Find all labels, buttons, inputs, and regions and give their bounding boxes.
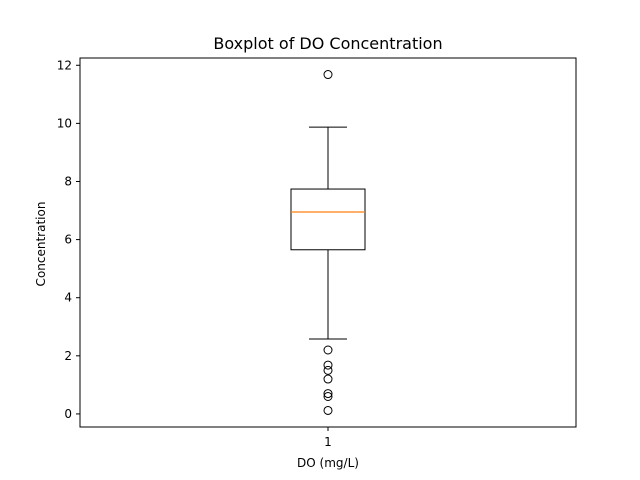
- outlier-point: [323, 360, 333, 370]
- outlier-point: [323, 365, 333, 375]
- y-tick-label: 2: [64, 349, 72, 363]
- plot-frame: [79, 57, 577, 428]
- outlier-point: [323, 374, 333, 384]
- y-tick-label: 10: [57, 116, 72, 130]
- iqr-box: [290, 188, 366, 251]
- outlier-point: [323, 391, 333, 401]
- outlier-point: [323, 345, 333, 355]
- x-tick-label: 1: [324, 435, 332, 449]
- x-axis-label: DO (mg/L): [297, 456, 359, 470]
- outlier-point: [323, 405, 333, 415]
- y-tick-label: 4: [64, 291, 72, 305]
- plot-area: 0 2 4 6 8 10 12 1: [57, 57, 577, 449]
- chart-title: Boxplot of DO Concentration: [213, 34, 442, 53]
- outlier-point: [323, 389, 333, 399]
- y-tick-label: 0: [64, 407, 72, 421]
- y-axis-label: Concentration: [34, 202, 48, 287]
- y-tick-label: 12: [57, 58, 72, 72]
- y-tick-label: 6: [64, 233, 72, 247]
- y-tick-label: 8: [64, 174, 72, 188]
- outlier-point: [323, 70, 333, 80]
